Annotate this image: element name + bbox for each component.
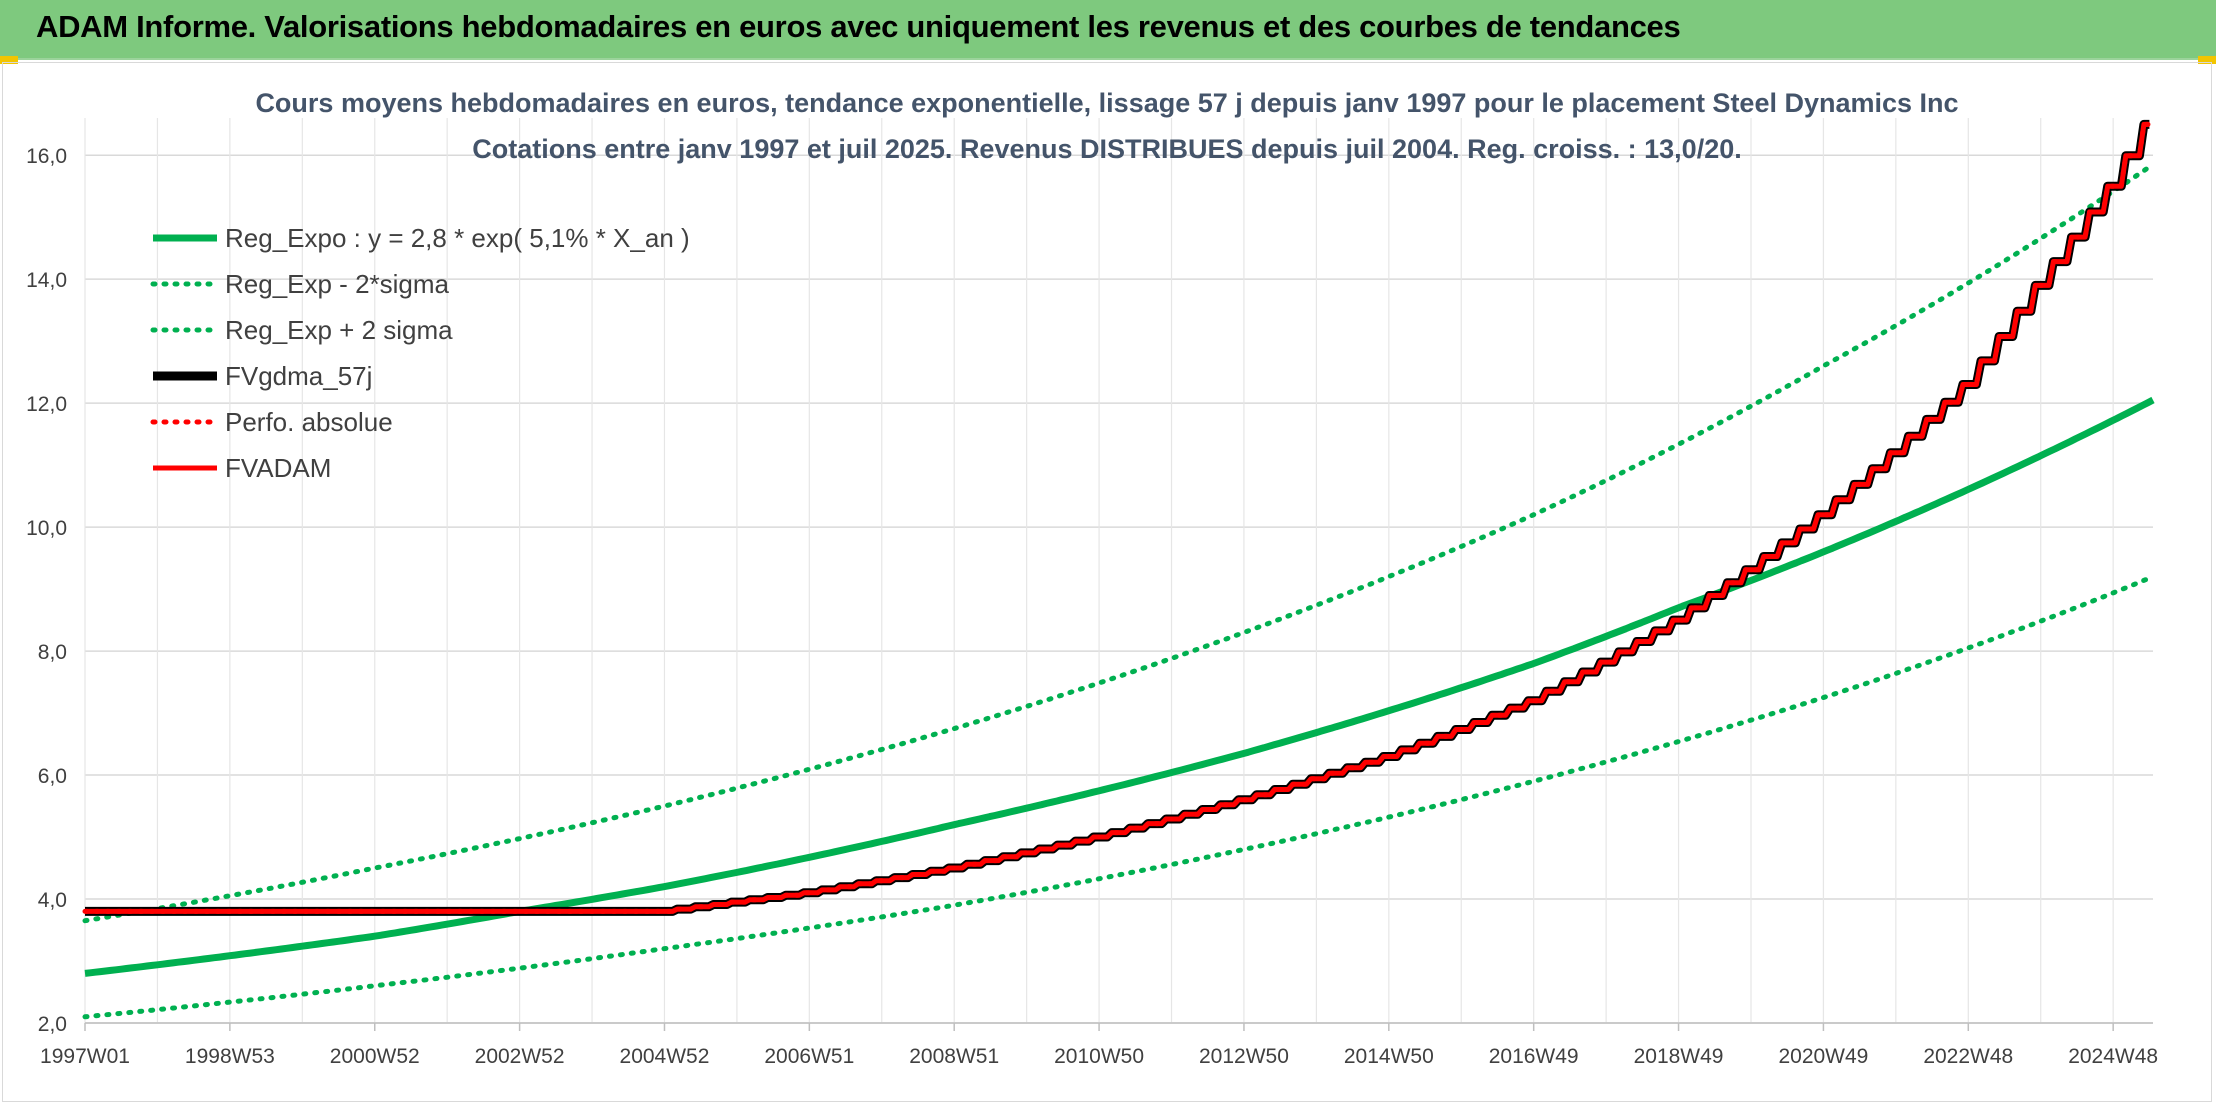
x-tick-label: 2020W49 (1778, 1045, 1868, 1068)
x-tick-label: 1997W01 (40, 1045, 130, 1068)
y-tick-label: 12,0 (26, 393, 67, 416)
chart-title: Cours moyens hebdomadaires en euros, ten… (255, 88, 1958, 118)
y-tick-label: 4,0 (38, 889, 67, 912)
y-tick-label: 2,0 (38, 1013, 67, 1036)
chart-subtitle: Cotations entre janv 1997 et juil 2025. … (472, 134, 1741, 164)
y-tick-label: 14,0 (26, 269, 67, 292)
y-tick-label: 8,0 (38, 641, 67, 664)
x-tick-label: 2016W49 (1489, 1045, 1579, 1068)
corner-marker-right (2198, 56, 2216, 64)
legend-label: Reg_Exp + 2 sigma (225, 315, 453, 345)
x-tick-label: 2010W50 (1054, 1045, 1144, 1068)
legend-label: Reg_Exp - 2*sigma (225, 269, 450, 299)
x-tick-label: 2024W48 (2068, 1045, 2158, 1068)
x-tick-label: 2014W50 (1344, 1045, 1434, 1068)
series-line (82, 574, 2156, 1020)
series-line (85, 121, 2150, 914)
valuation-chart: 2,0 4,0 6,0 8,0 10,0 12,0 14,0 16,0 1997W01 1998W… (26, 88, 2158, 1068)
legend-label: FVADAM (225, 453, 331, 483)
y-tick-label: 6,0 (38, 765, 67, 788)
chart-frame: 2,0 4,0 6,0 8,0 10,0 12,0 14,0 16,0 1997W01 1998W… (2, 62, 2212, 1102)
corner-marker-left (0, 56, 18, 64)
x-tick-label: 2006W51 (764, 1045, 854, 1068)
x-tick-label: 2022W48 (1923, 1045, 2013, 1068)
series-lines (82, 119, 2156, 1020)
series-line (82, 162, 2156, 924)
legend-label: Reg_Expo : y = 2,8 * exp( 5,1% * X_an ) (225, 223, 690, 253)
x-tick-label: 1998W53 (185, 1045, 275, 1068)
legend-label: FVgdma_57j (225, 361, 372, 391)
x-tick-label: 2004W52 (620, 1045, 710, 1068)
axes: 2,0 4,0 6,0 8,0 10,0 12,0 14,0 16,0 1997W01 1998W… (26, 145, 2158, 1068)
x-tick-label: 2000W52 (330, 1045, 420, 1068)
x-tick-label: 2012W50 (1199, 1045, 1289, 1068)
y-tick-label: 10,0 (26, 517, 67, 540)
x-tick-label: 2008W51 (909, 1045, 999, 1068)
x-tick-label: 2018W49 (1634, 1045, 1724, 1068)
legend-label: Perfo. absolue (225, 407, 393, 437)
x-tick-label: 2002W52 (475, 1045, 565, 1068)
y-tick-label: 16,0 (26, 145, 67, 168)
report-banner: ADAM Informe. Valorisations hebdomadaire… (0, 0, 2216, 60)
series-line (84, 396, 2155, 977)
legend: Reg_Expo : y = 2,8 * exp( 5,1% * X_an ) R… (150, 223, 690, 483)
report-title: ADAM Informe. Valorisations hebdomadaire… (36, 9, 1681, 44)
gridlines (84, 118, 2153, 1024)
